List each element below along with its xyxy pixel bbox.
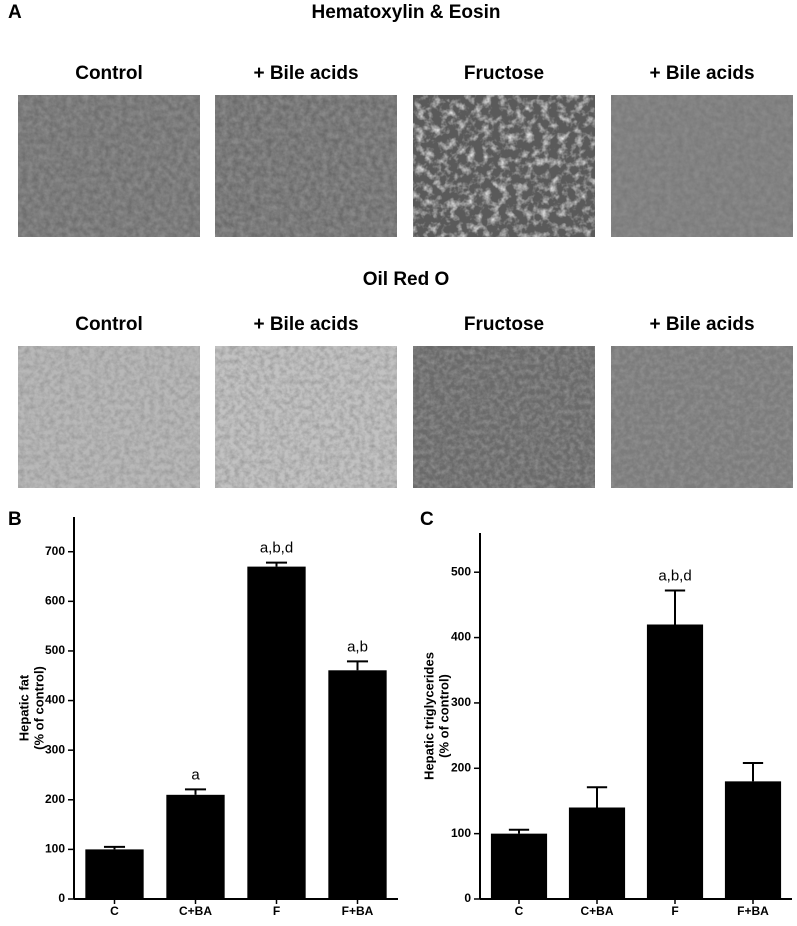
column-heading: + Bile acids [253,314,358,335]
micrograph-texture [413,95,595,237]
column-heading: Fructose [464,63,544,84]
annotation: a,b,d [260,540,293,557]
annotation: a [191,766,200,783]
x-tick-label: F+BA [342,904,374,918]
y-tick-label: 0 [58,891,65,905]
y-axis-label: (% of control) [436,674,451,758]
micrograph-texture [413,346,595,488]
y-tick-label: 200 [45,792,65,806]
panel-label: A [8,2,22,23]
y-axis-label: Hepatic fat [16,674,31,741]
x-tick-label: F [273,904,280,918]
section-title: Hematoxylin & Eosin [312,2,501,23]
y-tick-label: 100 [45,842,65,856]
bar [247,566,306,899]
micrographs [18,95,793,488]
x-tick-label: C+BA [580,904,613,918]
x-tick-label: F [671,904,678,918]
bar [85,849,144,899]
column-heading: Control [75,314,143,335]
y-tick-label: 300 [451,695,471,709]
micrograph-texture [611,95,793,237]
column-heading: + Bile acids [253,63,358,84]
micrograph-texture [18,346,200,488]
x-tick-label: C+BA [179,904,212,918]
micrograph-texture [611,346,793,488]
column-heading: Fructose [464,314,544,335]
bar [166,794,225,899]
micrograph-texture [18,95,200,237]
x-tick-label: F+BA [737,904,769,918]
bar [328,670,387,899]
panel-label: C [420,509,434,530]
y-tick-label: 400 [45,693,65,707]
y-tick-label: 700 [45,544,65,558]
y-tick-label: 500 [451,564,471,578]
bar [568,807,626,899]
y-tick-label: 500 [45,643,65,657]
annotation: a,b,d [658,567,691,584]
y-axis-label: (% of control) [31,666,46,750]
y-tick-label: 200 [451,760,471,774]
column-heading: Control [75,63,143,84]
micrograph-texture [215,346,397,488]
column-heading: + Bile acids [649,63,754,84]
bar [646,624,704,899]
micrograph-texture [215,95,397,237]
y-axis-label: Hepatic triglycerides [421,652,436,780]
bar [724,781,782,899]
column-heading: + Bile acids [649,314,754,335]
x-tick-label: C [515,904,524,918]
panel-label: B [8,509,22,530]
y-tick-label: 300 [45,742,65,756]
y-tick-label: 100 [451,826,471,840]
y-tick-label: 600 [45,594,65,608]
y-tick-label: 0 [464,891,471,905]
section-title: Oil Red O [363,269,450,290]
bar [490,833,548,899]
x-tick-label: C [110,904,119,918]
annotation: a,b [347,638,368,655]
y-tick-label: 400 [451,630,471,644]
